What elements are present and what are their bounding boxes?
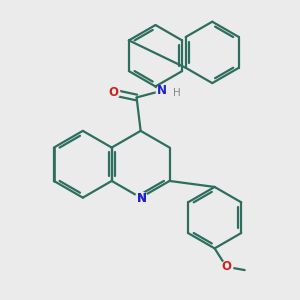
Text: O: O: [221, 260, 231, 273]
Text: H: H: [173, 88, 181, 98]
Text: N: N: [157, 84, 166, 97]
Text: N: N: [136, 192, 146, 205]
Text: N: N: [136, 192, 146, 205]
Text: O: O: [108, 86, 118, 99]
